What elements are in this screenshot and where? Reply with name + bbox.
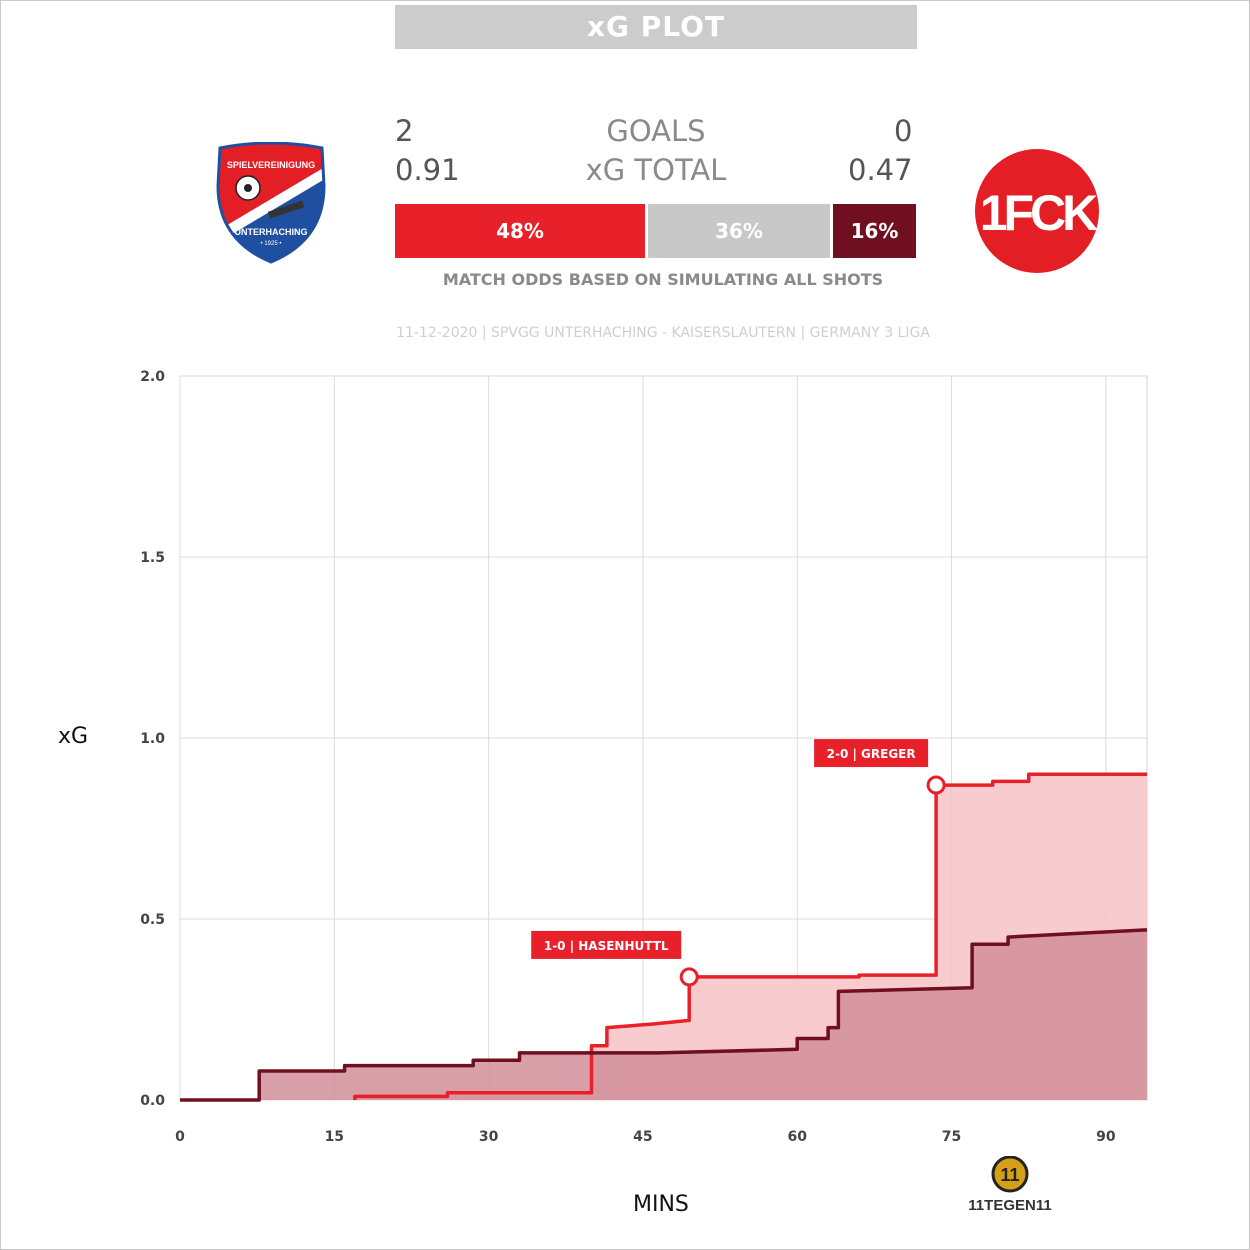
goal-marker: [679, 967, 699, 987]
x-tick-label: 15: [325, 1129, 344, 1145]
chart-title: xG PLOT: [395, 5, 917, 49]
goal-annotation-box: [814, 739, 929, 768]
brand-logo-text: 11TEGEN11: [968, 1197, 1051, 1214]
away-team-logo: 1FCK: [975, 149, 1100, 273]
x-tick-label: 60: [787, 1129, 807, 1145]
goal-annotation-label: 2-0 | GREGER: [827, 747, 916, 761]
home-goals: 2: [395, 114, 414, 148]
x-tick-label: 90: [1096, 1129, 1116, 1145]
y-tick-label: 0.0: [140, 1093, 165, 1109]
home-xg-line: [353, 772, 1147, 1100]
x-axis-label: MINS: [633, 1192, 689, 1217]
away-xg-line: [180, 928, 1148, 1102]
brand-logo-mark: 11: [1000, 1165, 1019, 1185]
away-goals: 0: [894, 114, 913, 148]
match-info: 11-12-2020 | SPVGG UNTERHACHING - KAISER…: [396, 325, 930, 341]
x-tick-label: 30: [479, 1129, 499, 1145]
home-logo-year-text: • 1925 •: [261, 241, 282, 247]
x-tick-label: 75: [942, 1129, 961, 1145]
x-tick-label: 45: [633, 1129, 652, 1145]
y-tick-label: 1.0: [140, 731, 165, 747]
y-tick-label: 2.0: [140, 369, 165, 385]
goals-label: GOALS: [606, 114, 706, 148]
away-xg-total: 0.47: [848, 153, 913, 187]
home-team-logo: SPIELVEREINIGUNG UNTERHACHING • 1925 •: [216, 142, 326, 264]
x-tick-label: 0: [175, 1129, 185, 1145]
y-axis-label: xG: [58, 724, 89, 749]
away-win-odds: 16%: [833, 204, 916, 258]
goal-annotation-label: 1-0 | HASENHUTTL: [544, 939, 669, 953]
xg-total-label: xG TOTAL: [585, 153, 727, 187]
home-xg-total: 0.91: [395, 153, 460, 187]
y-tick-label: 0.5: [140, 912, 165, 928]
y-tick-label: 1.5: [140, 550, 165, 566]
goal-marker: [926, 775, 946, 795]
home-win-odds: 48%: [395, 204, 645, 258]
home-logo-bottom-text: UNTERHACHING: [235, 227, 308, 237]
away-logo-text: 1FCK: [980, 185, 1098, 241]
brand-logo: 11 11TEGEN11: [968, 1156, 1052, 1214]
away-xg-area: [180, 929, 1147, 1100]
home-logo-top-text: SPIELVEREINIGUNG: [227, 160, 315, 170]
goal-annotation-box: [531, 930, 682, 959]
draw-odds: 36%: [648, 204, 830, 258]
odds-caption: MATCH ODDS BASED ON SIMULATING ALL SHOTS: [442, 270, 884, 289]
